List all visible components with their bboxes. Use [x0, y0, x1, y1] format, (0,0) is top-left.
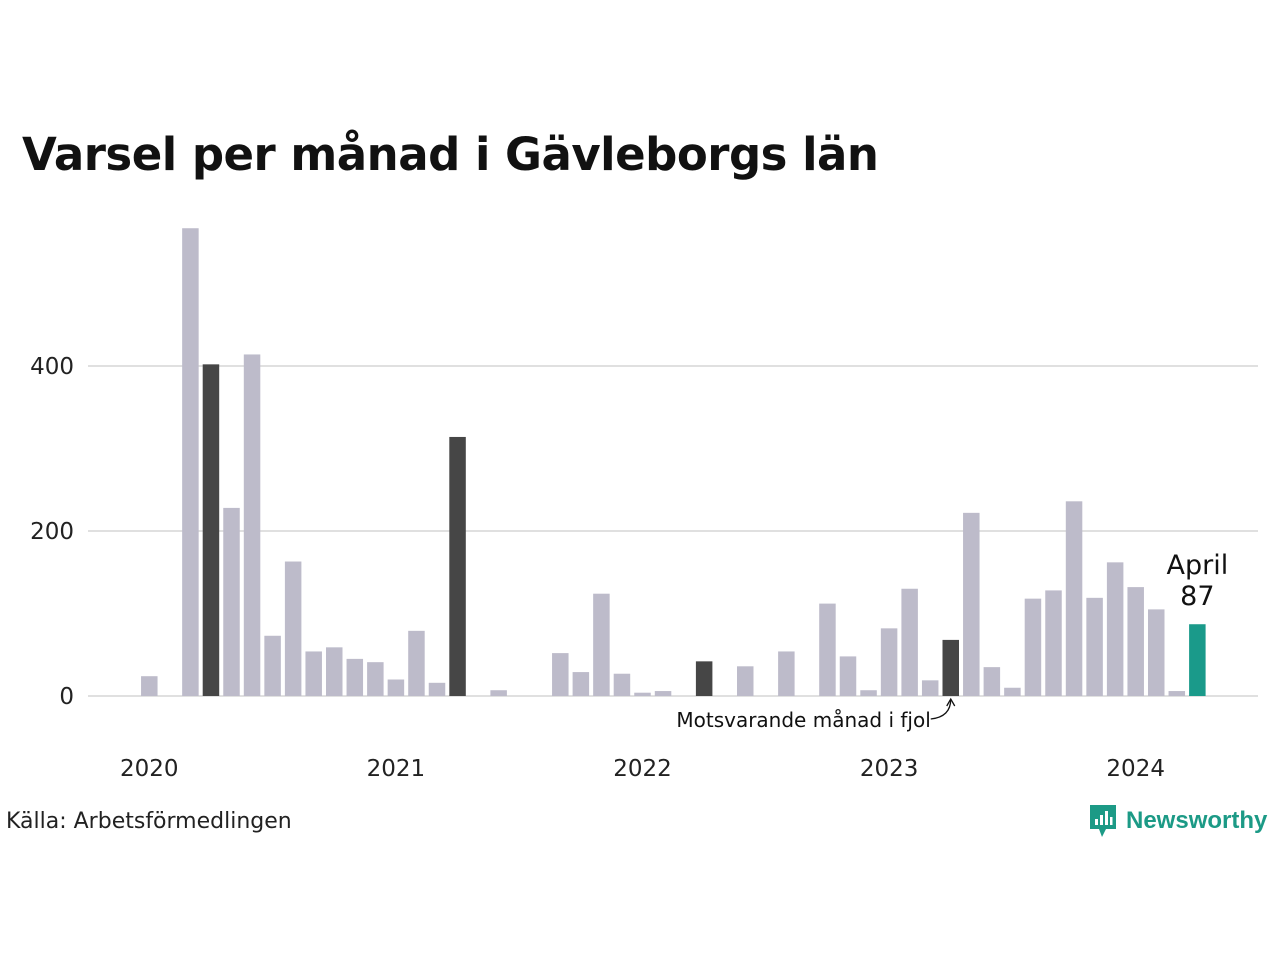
brand-name: Newsworthy [1126, 807, 1268, 834]
bar-2020-03 [182, 228, 199, 697]
bar-2021-04 [449, 436, 466, 696]
bar-2022-12 [860, 690, 877, 696]
bar-2022-06 [737, 666, 754, 696]
bar-2022-01 [634, 692, 651, 696]
bar-2020-08 [284, 561, 302, 696]
bar-2020-04 [202, 364, 220, 696]
x-tick-label: 2020 [120, 756, 179, 782]
bar-2023-01 [880, 628, 898, 696]
bar-2021-01 [387, 679, 405, 696]
bar-2022-08 [778, 651, 795, 696]
bar-2023-04 [942, 639, 959, 696]
chart-title: Varsel per månad i Gävleborgs län [22, 128, 879, 181]
bar-2023-10 [1065, 501, 1083, 696]
bar-2020-09 [305, 651, 322, 696]
newsworthy-logo-icon [1090, 805, 1116, 837]
bar-2022-10 [819, 603, 836, 696]
bar-2023-09 [1045, 590, 1062, 696]
bar-2024-04 [1189, 624, 1206, 696]
bar-2020-05 [223, 507, 240, 696]
x-tick-label: 2022 [613, 756, 672, 782]
bar-2023-11 [1086, 597, 1103, 696]
x-tick-label: 2024 [1106, 756, 1165, 782]
bar-2021-02 [408, 630, 425, 696]
bar-2022-04 [695, 661, 713, 696]
bar-2020-11 [346, 658, 364, 697]
highlight-month-label: April [1166, 550, 1228, 581]
y-tick-label: 200 [30, 519, 74, 545]
bar-2024-03 [1168, 691, 1186, 696]
gridlines [88, 365, 1258, 697]
bar-2020-06 [243, 354, 261, 696]
bar-2020-12 [367, 662, 384, 696]
bar-2022-11 [839, 656, 857, 696]
bar-2023-05 [963, 512, 980, 696]
x-axis-ticks: 2020 2021 2022 2023 2024 [120, 756, 1165, 782]
bar-2023-02 [901, 588, 918, 696]
bar-2021-06 [490, 690, 507, 696]
y-tick-label: 400 [30, 354, 74, 380]
annotation-label: Motsvarande månad i fjol [676, 708, 930, 732]
bar-2021-11 [593, 593, 610, 696]
bar-2020-10 [326, 647, 343, 696]
bars [141, 228, 1206, 697]
source-note: Källa: Arbetsförmedlingen [6, 809, 292, 834]
bar-2022-02 [654, 691, 672, 696]
bar-2023-06 [983, 667, 1001, 697]
brand-logo: Newsworthy [1088, 803, 1267, 839]
bar-2021-10 [572, 672, 590, 696]
bar-2020-01 [141, 676, 158, 696]
bar-2023-12 [1106, 562, 1124, 696]
highlight-value-label: 87 [1180, 581, 1214, 612]
y-tick-label: 0 [59, 684, 74, 710]
bar-2021-03 [428, 682, 446, 696]
bar-2023-07 [1004, 687, 1021, 696]
annotation-arrowhead [946, 697, 956, 707]
bar-2021-09 [552, 653, 569, 696]
annotation-arrow [930, 698, 952, 720]
y-axis-ticks: 0 200 400 [30, 354, 74, 710]
bar-2021-12 [613, 673, 631, 696]
bar-2020-07 [264, 635, 281, 696]
x-tick-label: 2021 [367, 756, 426, 782]
bar-2023-08 [1024, 598, 1042, 696]
bar-2024-01 [1127, 587, 1144, 696]
bar-2024-02 [1148, 609, 1165, 697]
bar-2023-03 [921, 680, 939, 696]
x-tick-label: 2023 [860, 756, 919, 782]
